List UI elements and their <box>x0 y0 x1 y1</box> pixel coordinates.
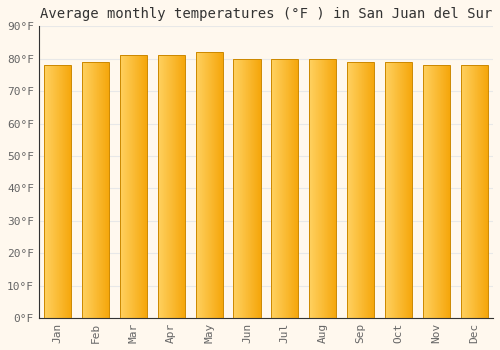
Bar <box>82 62 109 318</box>
Bar <box>158 55 185 318</box>
Bar <box>347 62 374 318</box>
Bar <box>385 62 412 318</box>
Bar <box>120 55 147 318</box>
Bar <box>422 65 450 318</box>
Bar <box>234 59 260 318</box>
Bar <box>460 65 488 318</box>
Bar <box>271 59 298 318</box>
Bar <box>309 59 336 318</box>
Bar <box>196 52 223 318</box>
Title: Average monthly temperatures (°F ) in San Juan del Sur: Average monthly temperatures (°F ) in Sa… <box>40 7 492 21</box>
Bar <box>44 65 72 318</box>
